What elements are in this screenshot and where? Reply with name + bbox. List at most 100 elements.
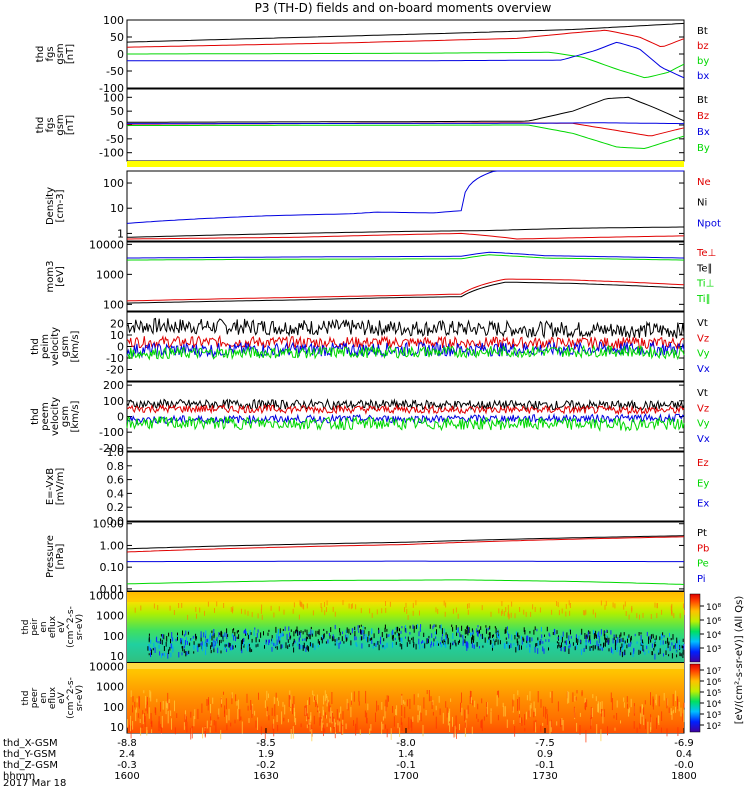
y-tick-label: 10000 <box>89 238 124 251</box>
series-vt <box>126 317 685 340</box>
figure-title: P3 (TH-D) fields and on-board moments ov… <box>255 1 552 15</box>
legend-bx: bx <box>697 71 709 82</box>
x-tick-label: 1.9 <box>258 749 274 760</box>
y-axis-label: gsm <box>60 406 71 427</box>
legend-ex: Ex <box>697 499 709 510</box>
x-tick-label: 1800 <box>671 771 696 782</box>
x-tick-label: -0.2 <box>256 760 276 771</box>
y-tick-label: 0.0 <box>107 515 125 528</box>
y-axis-label: [nPa] <box>55 543 66 569</box>
legend-te∥: Te∥ <box>696 263 713 274</box>
y-axis-label: peem <box>40 402 51 430</box>
y-axis-label: fgs <box>45 117 56 132</box>
series-vz <box>126 403 685 416</box>
series-pt <box>126 535 685 550</box>
x-tick-label: 1730 <box>532 771 557 782</box>
yellow-status-bar <box>127 161 684 167</box>
legend-vz: Vz <box>697 333 709 344</box>
panel-peem_velocity: 200 100 0 -100 -200 thd peem velocity gsm [km/s] V… <box>30 379 710 455</box>
series-te⊥ <box>126 278 685 302</box>
y-tick-label: 100 <box>103 91 124 104</box>
y-axis-label: eV <box>57 691 67 704</box>
legend-pb: Pb <box>697 543 709 554</box>
y-tick-label: 0.01 <box>100 583 125 596</box>
x-axis-row-label: thd_Y-GSM <box>3 749 56 760</box>
y-axis-label: thd <box>30 338 41 355</box>
series-bx <box>127 122 684 125</box>
series-ne <box>127 232 684 240</box>
y-tick-label: 100 <box>103 395 124 408</box>
series-bt <box>126 22 685 43</box>
legend-npot: Npot <box>697 218 721 229</box>
legend-bz: Bz <box>697 111 709 122</box>
y-tick-label: 10 <box>110 721 124 734</box>
panel-efield: 1.00.80.60.40.20.0 E=-VxB [mV/m] Ez Ey Ex <box>45 446 709 528</box>
y-tick-label: 100 <box>103 298 124 311</box>
legend-pi: Pi <box>697 574 706 585</box>
panel-density: 100 10 1 Density [cm-3] Ne Ni Npot <box>45 170 721 242</box>
y-axis-label: velocity <box>50 327 61 366</box>
colorbar-label: [eV/(cm²-s-sr-eV)] (All Qs) <box>734 596 745 725</box>
legend-vx: Vx <box>697 364 710 375</box>
y-tick-label: 200 <box>103 379 124 392</box>
series-vz <box>126 334 685 351</box>
y-tick-label: -20 <box>106 364 124 377</box>
y-axis-label: eV <box>57 620 67 633</box>
peer-spectrogram <box>127 663 685 743</box>
y-tick-label: 0.2 <box>107 501 125 514</box>
y-tick-label: 0.8 <box>107 460 125 473</box>
panel-pressure: 10.00 1.00 0.10 0.01 Pressure [nPa] Pt Pb Pe Pi <box>45 518 709 596</box>
legend-bz: bz <box>697 41 709 52</box>
legend-bt: Bt <box>697 95 708 106</box>
y-axis-label: Pressure <box>45 535 56 578</box>
y-tick-label: 1000 <box>96 681 124 694</box>
x-tick-label: 1600 <box>114 771 139 782</box>
y-tick-label: 1000 <box>96 610 124 623</box>
colorbar-tick: 10³ <box>706 645 721 655</box>
colorbar-tick: 10⁵ <box>706 689 721 699</box>
panel-frame <box>126 241 685 312</box>
y-axis-label: eflux <box>48 686 58 709</box>
y-tick-label: 0.4 <box>107 487 125 500</box>
colorbar-tick: 10⁷ <box>706 667 721 677</box>
x-axis-row-label: thd_X-GSM <box>3 738 58 749</box>
y-tick-label: -100 <box>99 147 124 160</box>
y-axis-label: thd <box>30 408 41 425</box>
series-te∥ <box>126 281 685 304</box>
series-pe <box>126 579 685 585</box>
legend-vy: Vy <box>697 349 710 360</box>
y-axis-label: gsm <box>55 43 66 64</box>
legend-ni: Ni <box>697 198 707 209</box>
y-axis-label: thd <box>35 46 46 63</box>
y-axis-label: [km/s] <box>70 330 81 362</box>
y-axis-label: en <box>39 692 49 703</box>
legend-vt: Vt <box>697 388 708 399</box>
x-tick-label: -0.1 <box>535 760 555 771</box>
y-axis-label: peim <box>40 334 51 359</box>
y-axis-label: [km/s] <box>70 400 81 432</box>
colorbar-tick: 10⁶ <box>706 678 721 688</box>
y-axis-label: [mV/m] <box>55 468 66 506</box>
y-axis-label: [cm-3] <box>55 189 66 222</box>
y-tick-label: 1000 <box>96 268 124 281</box>
series-pi <box>127 560 684 563</box>
x-axis-row-label: hhmm <box>3 771 35 782</box>
legend-te⊥: Te⊥ <box>696 248 716 259</box>
legend-by: By <box>697 143 710 154</box>
y-tick-label: 10 <box>110 650 124 663</box>
legend-vy: Vy <box>697 419 710 430</box>
x-tick-label: -8.8 <box>117 738 137 749</box>
y-axis-label: thd <box>35 117 46 134</box>
y-axis-label: (cm^2-s- <box>66 677 76 719</box>
colorbar-tick: 10² <box>706 722 721 732</box>
x-tick-label: 1630 <box>253 771 278 782</box>
y-axis-label: E=-VxB <box>45 468 56 505</box>
y-tick-label: 50 <box>110 105 124 118</box>
legend-ey: Ey <box>697 478 709 489</box>
colorbar-tick: 10⁶ <box>706 617 721 627</box>
colorbar-tick: 10³ <box>706 711 721 721</box>
